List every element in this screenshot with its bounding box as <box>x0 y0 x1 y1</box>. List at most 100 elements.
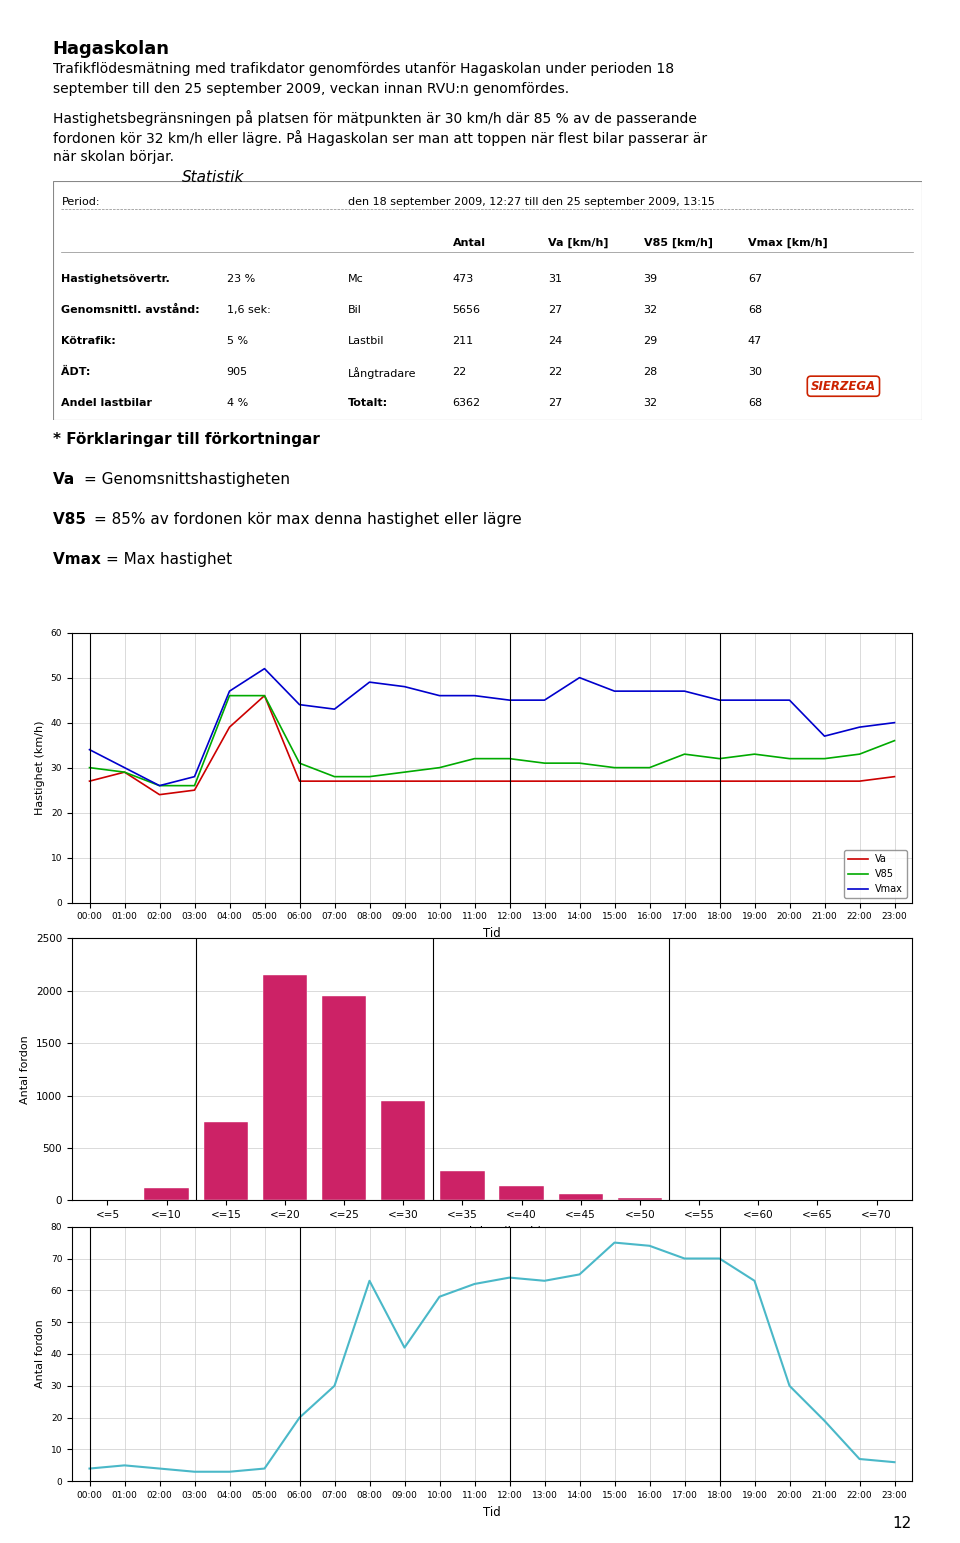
Bar <box>381 1100 425 1200</box>
Vmax <box>154 776 165 795</box>
Text: V85 [km/h]: V85 [km/h] <box>643 238 712 248</box>
Text: = 85% av fordonen kör max denna hastighet eller lägre: = 85% av fordonen kör max denna hastighe… <box>94 512 522 528</box>
Text: 6362: 6362 <box>452 398 481 409</box>
Va <box>364 772 375 790</box>
Vmax <box>783 691 795 710</box>
X-axis label: Tid: Tid <box>483 1506 501 1518</box>
Vmax <box>328 701 340 719</box>
Vmax <box>224 682 235 701</box>
Va <box>819 772 830 790</box>
Vmax <box>84 741 95 759</box>
Vmax <box>574 668 586 687</box>
Text: Va [km/h]: Va [km/h] <box>548 238 609 248</box>
Text: 5 %: 5 % <box>227 336 248 346</box>
Bar <box>322 995 367 1200</box>
Va <box>84 772 95 790</box>
Va <box>294 772 305 790</box>
Text: 12: 12 <box>893 1515 912 1531</box>
Text: 32: 32 <box>643 398 658 409</box>
Va <box>468 772 480 790</box>
Text: september till den 25 september 2009, veckan innan RVU:n genomfördes.: september till den 25 september 2009, ve… <box>53 82 569 96</box>
Legend: Va, V85, Vmax: Va, V85, Vmax <box>844 850 907 898</box>
Text: 28: 28 <box>643 367 658 376</box>
V85 <box>154 776 165 795</box>
Text: 31: 31 <box>548 273 562 284</box>
Vmax <box>364 673 375 691</box>
Text: Hastighetsövertr.: Hastighetsövertr. <box>61 273 170 284</box>
Text: 32: 32 <box>643 306 658 315</box>
Text: Andel lastbilar: Andel lastbilar <box>61 398 153 409</box>
Text: Genomsnittl. avstånd:: Genomsnittl. avstånd: <box>61 306 200 315</box>
Va <box>539 772 550 790</box>
Va <box>644 772 656 790</box>
V85 <box>468 750 480 768</box>
Text: 905: 905 <box>227 367 248 376</box>
Text: 23 %: 23 % <box>227 273 254 284</box>
Vmax <box>889 713 900 731</box>
Va <box>154 785 165 804</box>
Text: 22: 22 <box>548 367 563 376</box>
V85 <box>398 762 410 781</box>
Vmax <box>539 691 550 710</box>
Bar <box>559 1194 603 1200</box>
X-axis label: Hastighet (km/h): Hastighet (km/h) <box>442 1225 542 1239</box>
Text: 68: 68 <box>748 398 762 409</box>
Text: Va: Va <box>53 472 80 488</box>
Va <box>224 717 235 736</box>
Line: Vmax: Vmax <box>89 668 895 785</box>
Vmax <box>609 682 620 701</box>
Bar <box>499 1185 543 1200</box>
Va <box>328 772 340 790</box>
Line: Va: Va <box>89 696 895 795</box>
Text: fordonen kör 32 km/h eller lägre. På Hagaskolan ser man att toppen när flest bil: fordonen kör 32 km/h eller lägre. På Hag… <box>53 130 707 145</box>
Text: 27: 27 <box>548 306 563 315</box>
Text: Bil: Bil <box>348 306 362 315</box>
Va <box>259 687 271 705</box>
Text: 22: 22 <box>452 367 467 376</box>
Text: ÄDT:: ÄDT: <box>61 367 91 376</box>
V85 <box>679 745 690 764</box>
Va <box>504 772 516 790</box>
Vmax <box>189 767 201 785</box>
Vmax <box>294 696 305 714</box>
Text: Hastighetsbegränsningen på platsen för mätpunkten är 30 km/h där 85 % av de pass: Hastighetsbegränsningen på platsen för m… <box>53 110 697 125</box>
Text: Vmax [km/h]: Vmax [km/h] <box>748 238 828 248</box>
Bar <box>617 1199 662 1200</box>
Text: Hagaskolan: Hagaskolan <box>53 40 170 59</box>
Text: 5656: 5656 <box>452 306 480 315</box>
Text: = Max hastighet: = Max hastighet <box>106 552 231 568</box>
Text: Lastbil: Lastbil <box>348 336 385 346</box>
Text: 24: 24 <box>548 336 563 346</box>
Text: 29: 29 <box>643 336 658 346</box>
Bar <box>144 1188 189 1200</box>
Y-axis label: Antal fordon: Antal fordon <box>36 1319 45 1389</box>
V85 <box>713 750 725 768</box>
Text: 68: 68 <box>748 306 762 315</box>
V85 <box>504 750 516 768</box>
Vmax <box>504 691 516 710</box>
Va <box>609 772 620 790</box>
Vmax <box>819 727 830 745</box>
Vmax <box>398 677 410 696</box>
Vmax <box>259 659 271 677</box>
V85 <box>224 687 235 705</box>
Text: V85: V85 <box>53 512 91 528</box>
Va <box>189 781 201 799</box>
Text: Vmax: Vmax <box>53 552 106 568</box>
Va <box>398 772 410 790</box>
Text: 67: 67 <box>748 273 762 284</box>
V85 <box>574 755 586 773</box>
Va <box>783 772 795 790</box>
Text: = Genomsnittshastigheten: = Genomsnittshastigheten <box>84 472 291 488</box>
Text: 211: 211 <box>452 336 473 346</box>
Bar <box>263 975 307 1200</box>
Text: Långtradare: Långtradare <box>348 367 417 380</box>
V85 <box>119 762 131 781</box>
Vmax <box>119 759 131 778</box>
X-axis label: Tid: Tid <box>483 927 501 940</box>
Text: 27: 27 <box>548 398 563 409</box>
V85 <box>539 755 550 773</box>
Vmax <box>853 717 865 736</box>
Va <box>574 772 586 790</box>
Text: Kötrafik:: Kötrafik: <box>61 336 116 346</box>
